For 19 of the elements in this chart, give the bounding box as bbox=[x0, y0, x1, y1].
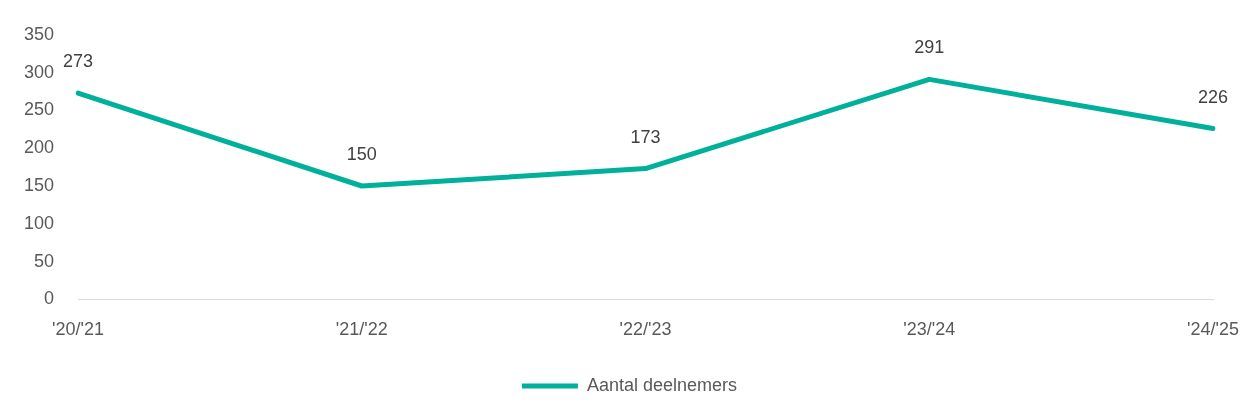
y-tick-label: 0 bbox=[44, 288, 55, 309]
data-label: 273 bbox=[63, 50, 94, 71]
x-tick-label: '23/'24 bbox=[903, 319, 956, 340]
y-tick-label: 100 bbox=[23, 212, 55, 233]
legend-label: Aantal deelnemers bbox=[586, 374, 738, 395]
x-tick-label: '22/'23 bbox=[619, 319, 672, 340]
y-tick-label: 150 bbox=[23, 174, 55, 195]
data-label: 173 bbox=[630, 126, 661, 147]
data-label: 226 bbox=[1198, 86, 1229, 107]
data-label: 291 bbox=[914, 37, 945, 58]
y-tick-label: 50 bbox=[34, 250, 55, 271]
data-label: 150 bbox=[346, 143, 377, 164]
x-tick-label: '24/'25 bbox=[1187, 319, 1239, 340]
x-tick-label: '20/'21 bbox=[52, 319, 104, 340]
y-tick-label: 200 bbox=[23, 137, 55, 158]
y-tick-label: 300 bbox=[23, 61, 55, 82]
x-tick-label: '21/'22 bbox=[335, 319, 388, 340]
y-tick-label: 350 bbox=[23, 23, 55, 44]
y-tick-label: 250 bbox=[23, 99, 55, 120]
